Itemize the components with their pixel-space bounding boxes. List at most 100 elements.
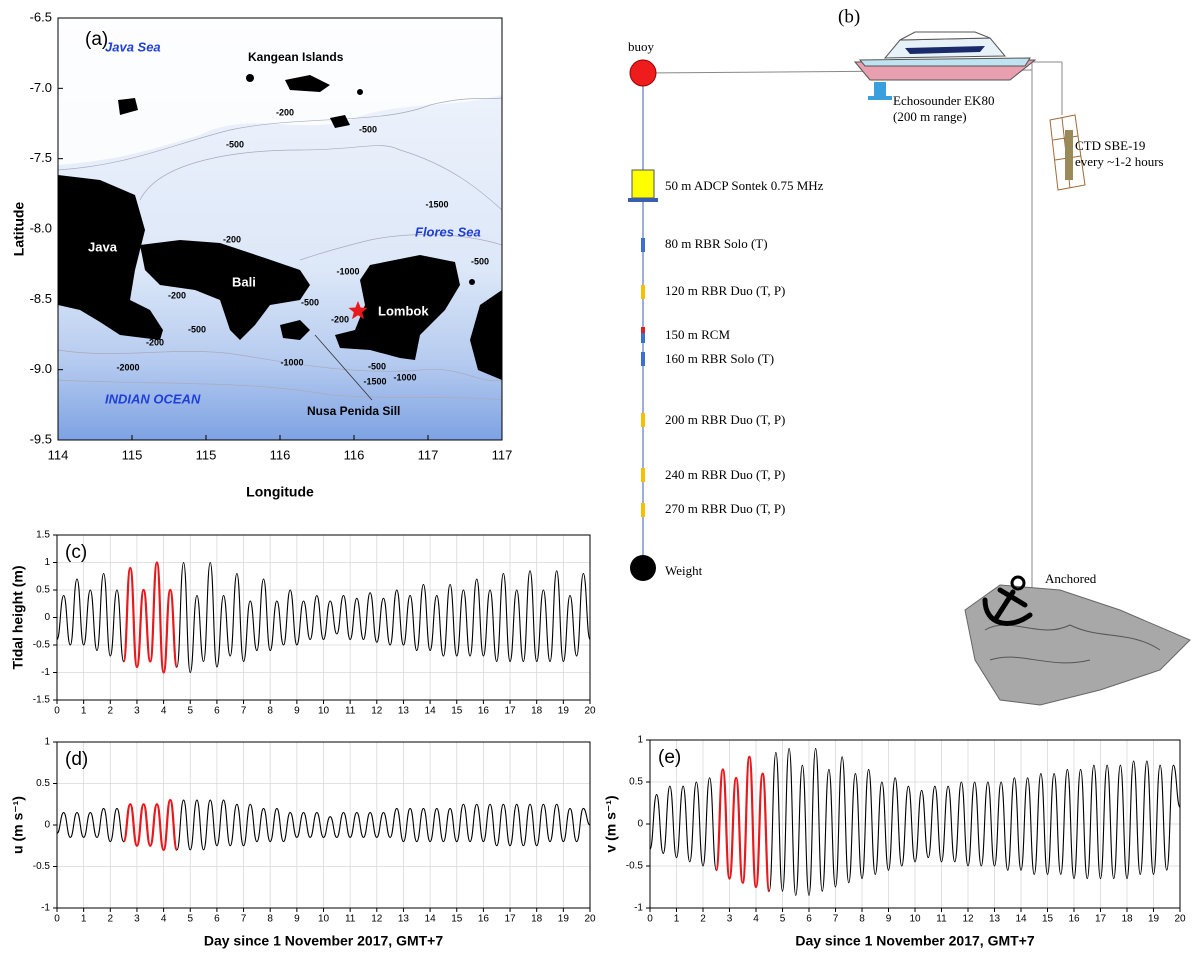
x-tick-label: 4 — [161, 914, 167, 925]
island — [118, 98, 138, 115]
x-tick-label: 10 — [318, 914, 330, 925]
y-tick-label: 0 — [637, 819, 643, 830]
y-axis-title: Tidal height (m) — [10, 566, 26, 670]
y-tick-label: -7.5 — [30, 150, 52, 165]
x-tick-label: 9 — [886, 914, 892, 925]
x-axis-title: Day since 1 November 2017, GMT+7 — [204, 933, 443, 949]
y-tick-label: -0.5 — [33, 640, 51, 651]
contour-line — [299, 234, 503, 261]
x-tick-label: 19 — [558, 706, 570, 717]
x-tick-label: 3 — [134, 914, 140, 925]
x-tick-label: 0 — [647, 914, 653, 925]
x-axis-title: Day since 1 November 2017, GMT+7 — [795, 933, 1034, 949]
instrument — [641, 503, 645, 517]
data-line — [122, 798, 179, 852]
y-tick-label: -9.0 — [30, 361, 52, 376]
place-label: Bali — [232, 274, 256, 289]
instrument — [641, 285, 645, 299]
panel-label: (b) — [838, 6, 860, 27]
x-tick-label: 4 — [161, 706, 167, 717]
x-tick-label: 2 — [108, 706, 114, 717]
x-axis-title: Longitude — [246, 484, 314, 500]
contour-label: -500 — [188, 324, 206, 334]
x-tick-label: 1 — [81, 706, 87, 717]
panel-label: (d) — [65, 749, 88, 770]
label: Anchored — [1045, 571, 1097, 586]
x-tick-label: 115 — [122, 447, 143, 462]
label: 50 m ADCP Sontek 0.75 MHz — [665, 178, 824, 193]
seabed — [964, 584, 1191, 706]
y-tick-label: -0.5 — [626, 861, 644, 872]
place-label: Lombok — [378, 303, 429, 318]
x-tick-label: 11 — [345, 914, 356, 925]
window — [905, 46, 985, 54]
x-tick-label: 9 — [294, 914, 300, 925]
y-tick-label: 0 — [44, 820, 50, 831]
island — [335, 255, 460, 360]
island — [469, 279, 475, 285]
y-tick-label: 0.5 — [629, 777, 643, 788]
instrument — [641, 413, 645, 427]
x-tick-label: 1 — [674, 914, 680, 925]
y-tick-label: -1 — [41, 667, 50, 678]
island — [280, 320, 310, 340]
contour-label: -500 — [359, 124, 377, 134]
x-tick-label: 20 — [1174, 914, 1186, 925]
label: CTD SBE-19 — [1075, 138, 1145, 153]
label: 240 m RBR Duo (T, P) — [665, 467, 785, 482]
y-tick-label: -6.5 — [30, 9, 52, 24]
x-tick-label: 17 — [1095, 914, 1107, 925]
x-tick-label: 10 — [318, 706, 330, 717]
x-tick-label: 7 — [833, 914, 839, 925]
data-line — [715, 755, 771, 893]
x-tick-label: 20 — [584, 914, 596, 925]
x-tick-label: 16 — [478, 706, 490, 717]
cabin — [899, 31, 991, 41]
contour-label: -200 — [223, 234, 241, 244]
weight — [630, 555, 656, 581]
y-tick-label: -9.5 — [30, 431, 52, 446]
echosounder — [868, 96, 892, 100]
x-tick-label: 14 — [425, 706, 437, 717]
island — [330, 115, 350, 128]
sea-label: INDIAN OCEAN — [105, 391, 201, 406]
y-tick-label: -7.0 — [30, 80, 52, 95]
y-tick-label: -0.5 — [33, 861, 51, 872]
x-tick-label: 1 — [81, 914, 87, 925]
hull — [858, 57, 1031, 67]
contour-label: -1000 — [336, 266, 359, 276]
contour-label: -200 — [331, 314, 349, 324]
x-tick-label: 14 — [1015, 914, 1027, 925]
x-tick-label: 8 — [267, 706, 273, 717]
x-tick-label: 9 — [294, 706, 300, 717]
contour-line — [57, 349, 503, 382]
data-line — [122, 561, 179, 674]
adcp-base — [628, 198, 658, 202]
boat — [853, 31, 1037, 81]
contour-label: -500 — [368, 361, 386, 371]
x-tick-label: 5 — [187, 914, 193, 925]
label: buoy — [628, 39, 655, 54]
panel-label: (e) — [658, 747, 681, 768]
x-tick-label: 17 — [504, 914, 516, 925]
x-tick-label: 6 — [214, 914, 220, 925]
contour-label: -500 — [226, 139, 244, 149]
x-tick-label: 0 — [54, 914, 60, 925]
label: 160 m RBR Solo (T) — [665, 351, 774, 366]
x-tick-label: 17 — [504, 706, 516, 717]
instrument — [641, 238, 645, 252]
pointer — [314, 334, 373, 401]
x-tick-label: 2 — [700, 914, 706, 925]
island — [140, 240, 310, 340]
x-tick-label: 117 — [418, 447, 439, 462]
y-tick-label: 0.5 — [36, 778, 50, 789]
label: 120 m RBR Duo (T, P) — [665, 283, 785, 298]
x-tick-label: 15 — [451, 706, 463, 717]
island — [246, 74, 254, 82]
y-axis-title: v (m s⁻¹) — [603, 795, 619, 852]
contour-label: -1000 — [393, 372, 416, 382]
mooring-diagram: (b) buoy Echosounder EK80 (200 m range) … — [628, 6, 1191, 706]
x-tick-label: 10 — [909, 914, 921, 925]
x-tick-label: 15 — [1042, 914, 1054, 925]
